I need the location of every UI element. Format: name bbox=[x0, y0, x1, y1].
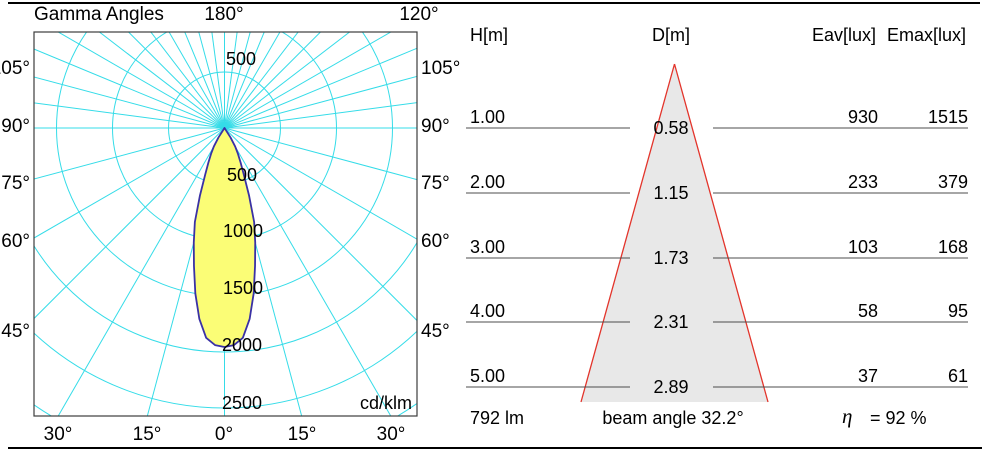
gamma-right-45: 45° bbox=[421, 321, 450, 342]
gamma-bottom-15L: 15° bbox=[132, 424, 162, 445]
gamma-left-45: 45° bbox=[1, 321, 30, 342]
h-value: 2.00 bbox=[470, 172, 506, 192]
h-value: 4.00 bbox=[470, 301, 506, 321]
col-header-eav: Eav[lux] bbox=[811, 25, 876, 45]
gamma-bottom-30R: 30° bbox=[376, 424, 406, 445]
d-value: 1.15 bbox=[653, 183, 689, 203]
beam-angle: beam angle 32.2° bbox=[602, 408, 744, 428]
gamma-right-60: 60° bbox=[421, 231, 450, 252]
d-value: 1.73 bbox=[653, 248, 689, 268]
polar-grid bbox=[34, 32, 417, 416]
eav-value: 233 bbox=[847, 172, 878, 192]
eav-value: 58 bbox=[857, 301, 878, 321]
gamma-right-90: 90° bbox=[421, 116, 450, 137]
d-value: 0.58 bbox=[653, 118, 689, 138]
polar-label-120: 120° bbox=[399, 4, 439, 25]
col-header-h: H[m] bbox=[470, 25, 508, 45]
ring-label-1000: 1000 bbox=[222, 221, 264, 241]
gamma-left-60: 60° bbox=[1, 231, 30, 252]
eta-value: = 92 % bbox=[870, 408, 927, 428]
gamma-left-90: 90° bbox=[1, 116, 30, 137]
h-value: 3.00 bbox=[470, 237, 506, 257]
ring-label-2000: 2000 bbox=[221, 335, 263, 355]
gamma-bottom-15R: 15° bbox=[287, 424, 317, 445]
eav-value: 37 bbox=[857, 366, 878, 386]
ring-label-2500: 2500 bbox=[221, 393, 263, 413]
gamma-right-75: 75° bbox=[421, 173, 450, 194]
emax-value: 379 bbox=[937, 172, 968, 192]
d-value: 2.89 bbox=[653, 377, 689, 397]
polar-label-180: 180° bbox=[204, 4, 244, 25]
intensity-curve bbox=[192, 127, 257, 348]
col-header-d: D[m] bbox=[652, 25, 690, 45]
emax-value: 168 bbox=[937, 237, 968, 257]
gamma-left-75: 75° bbox=[1, 173, 30, 194]
table-row-lines bbox=[466, 127, 968, 388]
gamma-right-105: 105° bbox=[421, 58, 461, 79]
luminous-flux: 792 lm bbox=[470, 408, 525, 428]
eav-value: 103 bbox=[847, 237, 878, 257]
light-cone-fill bbox=[581, 64, 768, 402]
emax-value: 95 bbox=[947, 301, 968, 321]
ring-label-500-top: 500 bbox=[225, 49, 257, 69]
gamma-bottom-30L: 30° bbox=[43, 424, 73, 445]
polar-plot-border bbox=[33, 31, 418, 417]
col-header-emax: Emax[lux] bbox=[886, 25, 966, 45]
ring-label-1500: 1500 bbox=[222, 278, 264, 298]
d-value: 2.31 bbox=[653, 312, 689, 332]
h-value: 5.00 bbox=[470, 366, 506, 386]
light-cone-left-edge bbox=[580, 63, 676, 403]
polar-title: Gamma Angles bbox=[34, 4, 164, 25]
gamma-bottom-0: 0° bbox=[214, 424, 234, 445]
emax-value: 61 bbox=[947, 366, 968, 386]
eta-symbol: η bbox=[842, 404, 853, 428]
h-value: 1.00 bbox=[470, 107, 506, 127]
eav-value: 930 bbox=[847, 107, 878, 127]
gamma-left-105: 105° bbox=[0, 58, 30, 79]
light-cone-right-edge bbox=[673, 63, 769, 403]
polar-unit-label: cd/klm bbox=[359, 393, 412, 413]
emax-value: 1515 bbox=[927, 107, 968, 127]
ring-label-500: 500 bbox=[226, 165, 258, 185]
